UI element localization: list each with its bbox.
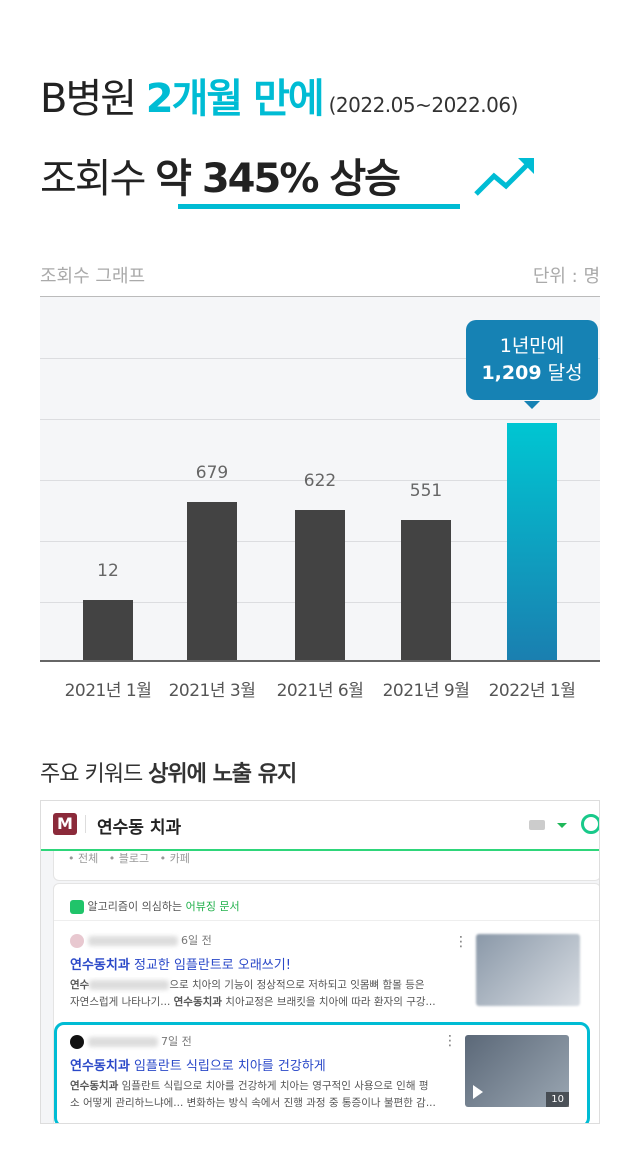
highlighted-result[interactable]: 7일 전 연수동치과 임플란트 식립으로 치아를 건강하게 연수동치과 임플란트… <box>54 1022 590 1123</box>
filter-blog[interactable]: 블로그 <box>118 852 150 865</box>
highlight-tooltip: 1년만에 1,209 달성 <box>466 320 598 409</box>
snippet-line2: 소 어떻게 관리하느냐에... 변화하는 방식 속에서 진행 과정 중 통증이나… <box>70 1097 436 1109</box>
bar-chart: 12 679 622 551 <box>40 296 600 662</box>
search-input[interactable]: 연수동 치과 <box>97 818 182 838</box>
headline-line1: B병원 2개월 만에 (2022.05~2022.06) <box>40 66 518 124</box>
avatar <box>70 1035 84 1049</box>
search-screenshot: • 전체 • 블로그 • 카페 M 연수동 치과 알고리즘이 의심하는 어뷰징 … <box>40 800 600 1124</box>
bar-4 <box>507 423 557 660</box>
snippet-line1: 으로 치아의 기능이 정상적으로 저하되고 잇몸뼈 함몰 등은 <box>169 979 425 991</box>
snippet-keyword: 연수 <box>70 979 90 991</box>
views-label: 조회수 <box>40 156 156 202</box>
avatar <box>70 934 84 948</box>
tooltip-suffix: 달성 <box>541 362 583 384</box>
post-time: 7일 전 <box>161 1035 192 1048</box>
headline-line2: 조회수 약 345% 상승 <box>40 146 401 204</box>
video-count: 10 <box>546 1092 569 1107</box>
filter-all[interactable]: 전체 <box>78 852 99 865</box>
chart-title: 조회수 그래프 <box>40 266 146 287</box>
duration-accent: 2개월 만에 <box>145 76 325 122</box>
play-icon <box>473 1085 490 1099</box>
x-tick-label: 2021년 6월 <box>276 681 364 701</box>
period: (2022.05~2022.06) <box>322 93 519 117</box>
view-accent: 어뷰징 문서 <box>185 900 240 913</box>
snippet-line2-rest: 치아교정은 브래킷을 치아에 따라 환자의 구강... <box>221 996 436 1008</box>
value-label: 679 <box>195 462 229 483</box>
view-badge-icon <box>70 900 84 914</box>
gridline <box>40 358 600 359</box>
gridline <box>40 419 600 420</box>
snippet-line2: 자연스럽게 나타나기... <box>70 996 174 1008</box>
result-title[interactable]: 임플란트 식립으로 치아를 건강하게 <box>129 1059 326 1074</box>
snippet-line1: 임플란트 식립으로 치아를 건강하게 치아는 영구적인 사용으로 인해 평 <box>118 1080 429 1092</box>
value-label: 622 <box>303 470 337 491</box>
result-title[interactable]: 정교한 임플란트로 오래쓰기! <box>129 958 291 973</box>
value-label: 12 <box>97 561 119 582</box>
section-title: 주요 키워드 상위에 노출 유지 <box>40 756 297 788</box>
hospital-name: B병원 <box>40 76 146 122</box>
filter-cafe[interactable]: 카페 <box>169 852 190 865</box>
snippet-keyword: 연수동치과 <box>70 1080 119 1092</box>
value-label: 551 <box>409 481 443 502</box>
bar-0 <box>83 600 133 660</box>
result-item[interactable]: 6일 전 연수동치과 정교한 임플란트로 오래쓰기! 연수 으로 치아의 기능이 … <box>70 932 510 1011</box>
chart-unit: 단위 : 명 <box>532 266 600 287</box>
section-title-bold: 상위에 노출 유지 <box>148 762 297 787</box>
x-tick-label: 2021년 3월 <box>168 681 256 701</box>
x-tick-label: 2021년 1월 <box>64 681 152 701</box>
search-icon[interactable] <box>581 814 599 834</box>
title-keyword: 연수동치과 <box>70 1059 130 1074</box>
results-card: 알고리즘이 의심하는 어뷰징 문서 6일 전 연수동치과 정교한 임플란트로 오… <box>53 883 599 1123</box>
bar-1 <box>187 501 237 660</box>
x-tick-label: 2022년 1월 <box>488 681 576 701</box>
bar-2 <box>295 509 345 660</box>
video-thumbnail[interactable]: 10 <box>465 1035 569 1107</box>
filter-tabs: • 전체 • 블로그 • 카페 <box>68 852 190 865</box>
view-header: 알고리즘이 의심하는 어뷰징 문서 <box>70 898 240 914</box>
section-title-normal: 주요 키워드 <box>40 762 149 787</box>
trending-up-icon <box>474 158 534 196</box>
title-keyword: 연수동치과 <box>70 958 130 973</box>
headline-underline <box>178 204 460 209</box>
bar-3 <box>401 520 451 660</box>
site-logo: M <box>53 813 77 835</box>
view-label: 알고리즘이 의심하는 <box>87 900 186 913</box>
growth-text: 약 345% 상승 <box>155 156 401 202</box>
search-bar: M 연수동 치과 <box>41 801 599 851</box>
gridline <box>40 480 600 481</box>
x-tick-label: 2021년 9월 <box>382 681 470 701</box>
snippet-keyword: 연수동치과 <box>173 996 222 1008</box>
more-menu-icon[interactable]: ⋮ <box>454 934 468 950</box>
post-time: 6일 전 <box>181 934 212 947</box>
more-menu-icon[interactable]: ⋮ <box>443 1033 457 1049</box>
keyboard-icon[interactable] <box>529 820 545 830</box>
tooltip-value: 1,209 <box>481 362 542 384</box>
tooltip-line1: 1년만에 <box>499 335 565 357</box>
result-thumbnail[interactable] <box>476 934 580 1006</box>
dropdown-icon[interactable] <box>557 823 567 833</box>
